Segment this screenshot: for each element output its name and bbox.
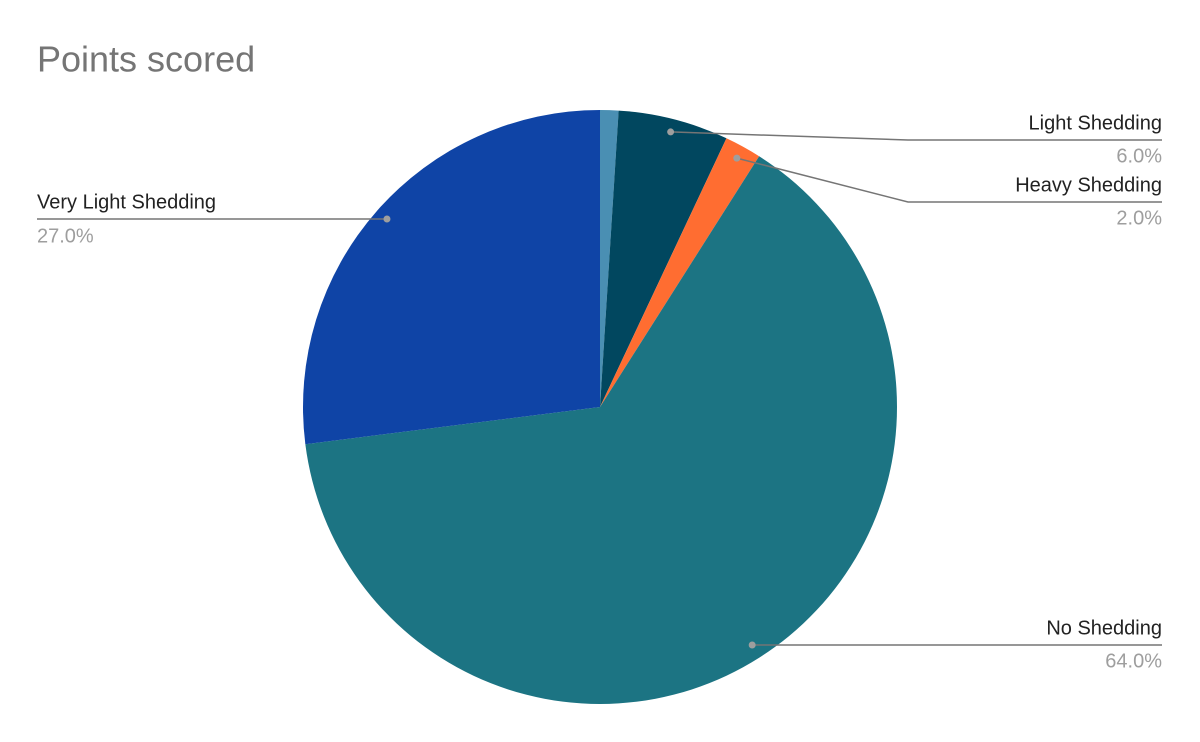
- leader-dot: [733, 154, 741, 162]
- chart-title: Points scored: [37, 39, 255, 80]
- pie-slice: [302, 110, 600, 445]
- slice-label: Light Shedding: [1029, 112, 1162, 134]
- pie-slice: [600, 110, 727, 407]
- leader-dot: [383, 215, 391, 223]
- slice-value: 64.0%: [1105, 650, 1162, 672]
- leader-line: [670, 131, 1162, 141]
- pie-slice: [600, 138, 760, 408]
- leader-dot: [748, 641, 756, 649]
- leader-dot: [667, 128, 675, 136]
- slice-value: 27.0%: [37, 225, 94, 247]
- slice-label: Heavy Shedding: [1015, 174, 1162, 196]
- slice-value: 6.0%: [1116, 145, 1162, 167]
- slice-label: Very Light Shedding: [37, 191, 216, 213]
- pie-slice: [600, 110, 619, 407]
- slice-label: No Shedding: [1046, 617, 1162, 639]
- leader-line: [736, 157, 1162, 203]
- slice-value: 2.0%: [1116, 207, 1162, 229]
- pie-slice: [305, 156, 897, 704]
